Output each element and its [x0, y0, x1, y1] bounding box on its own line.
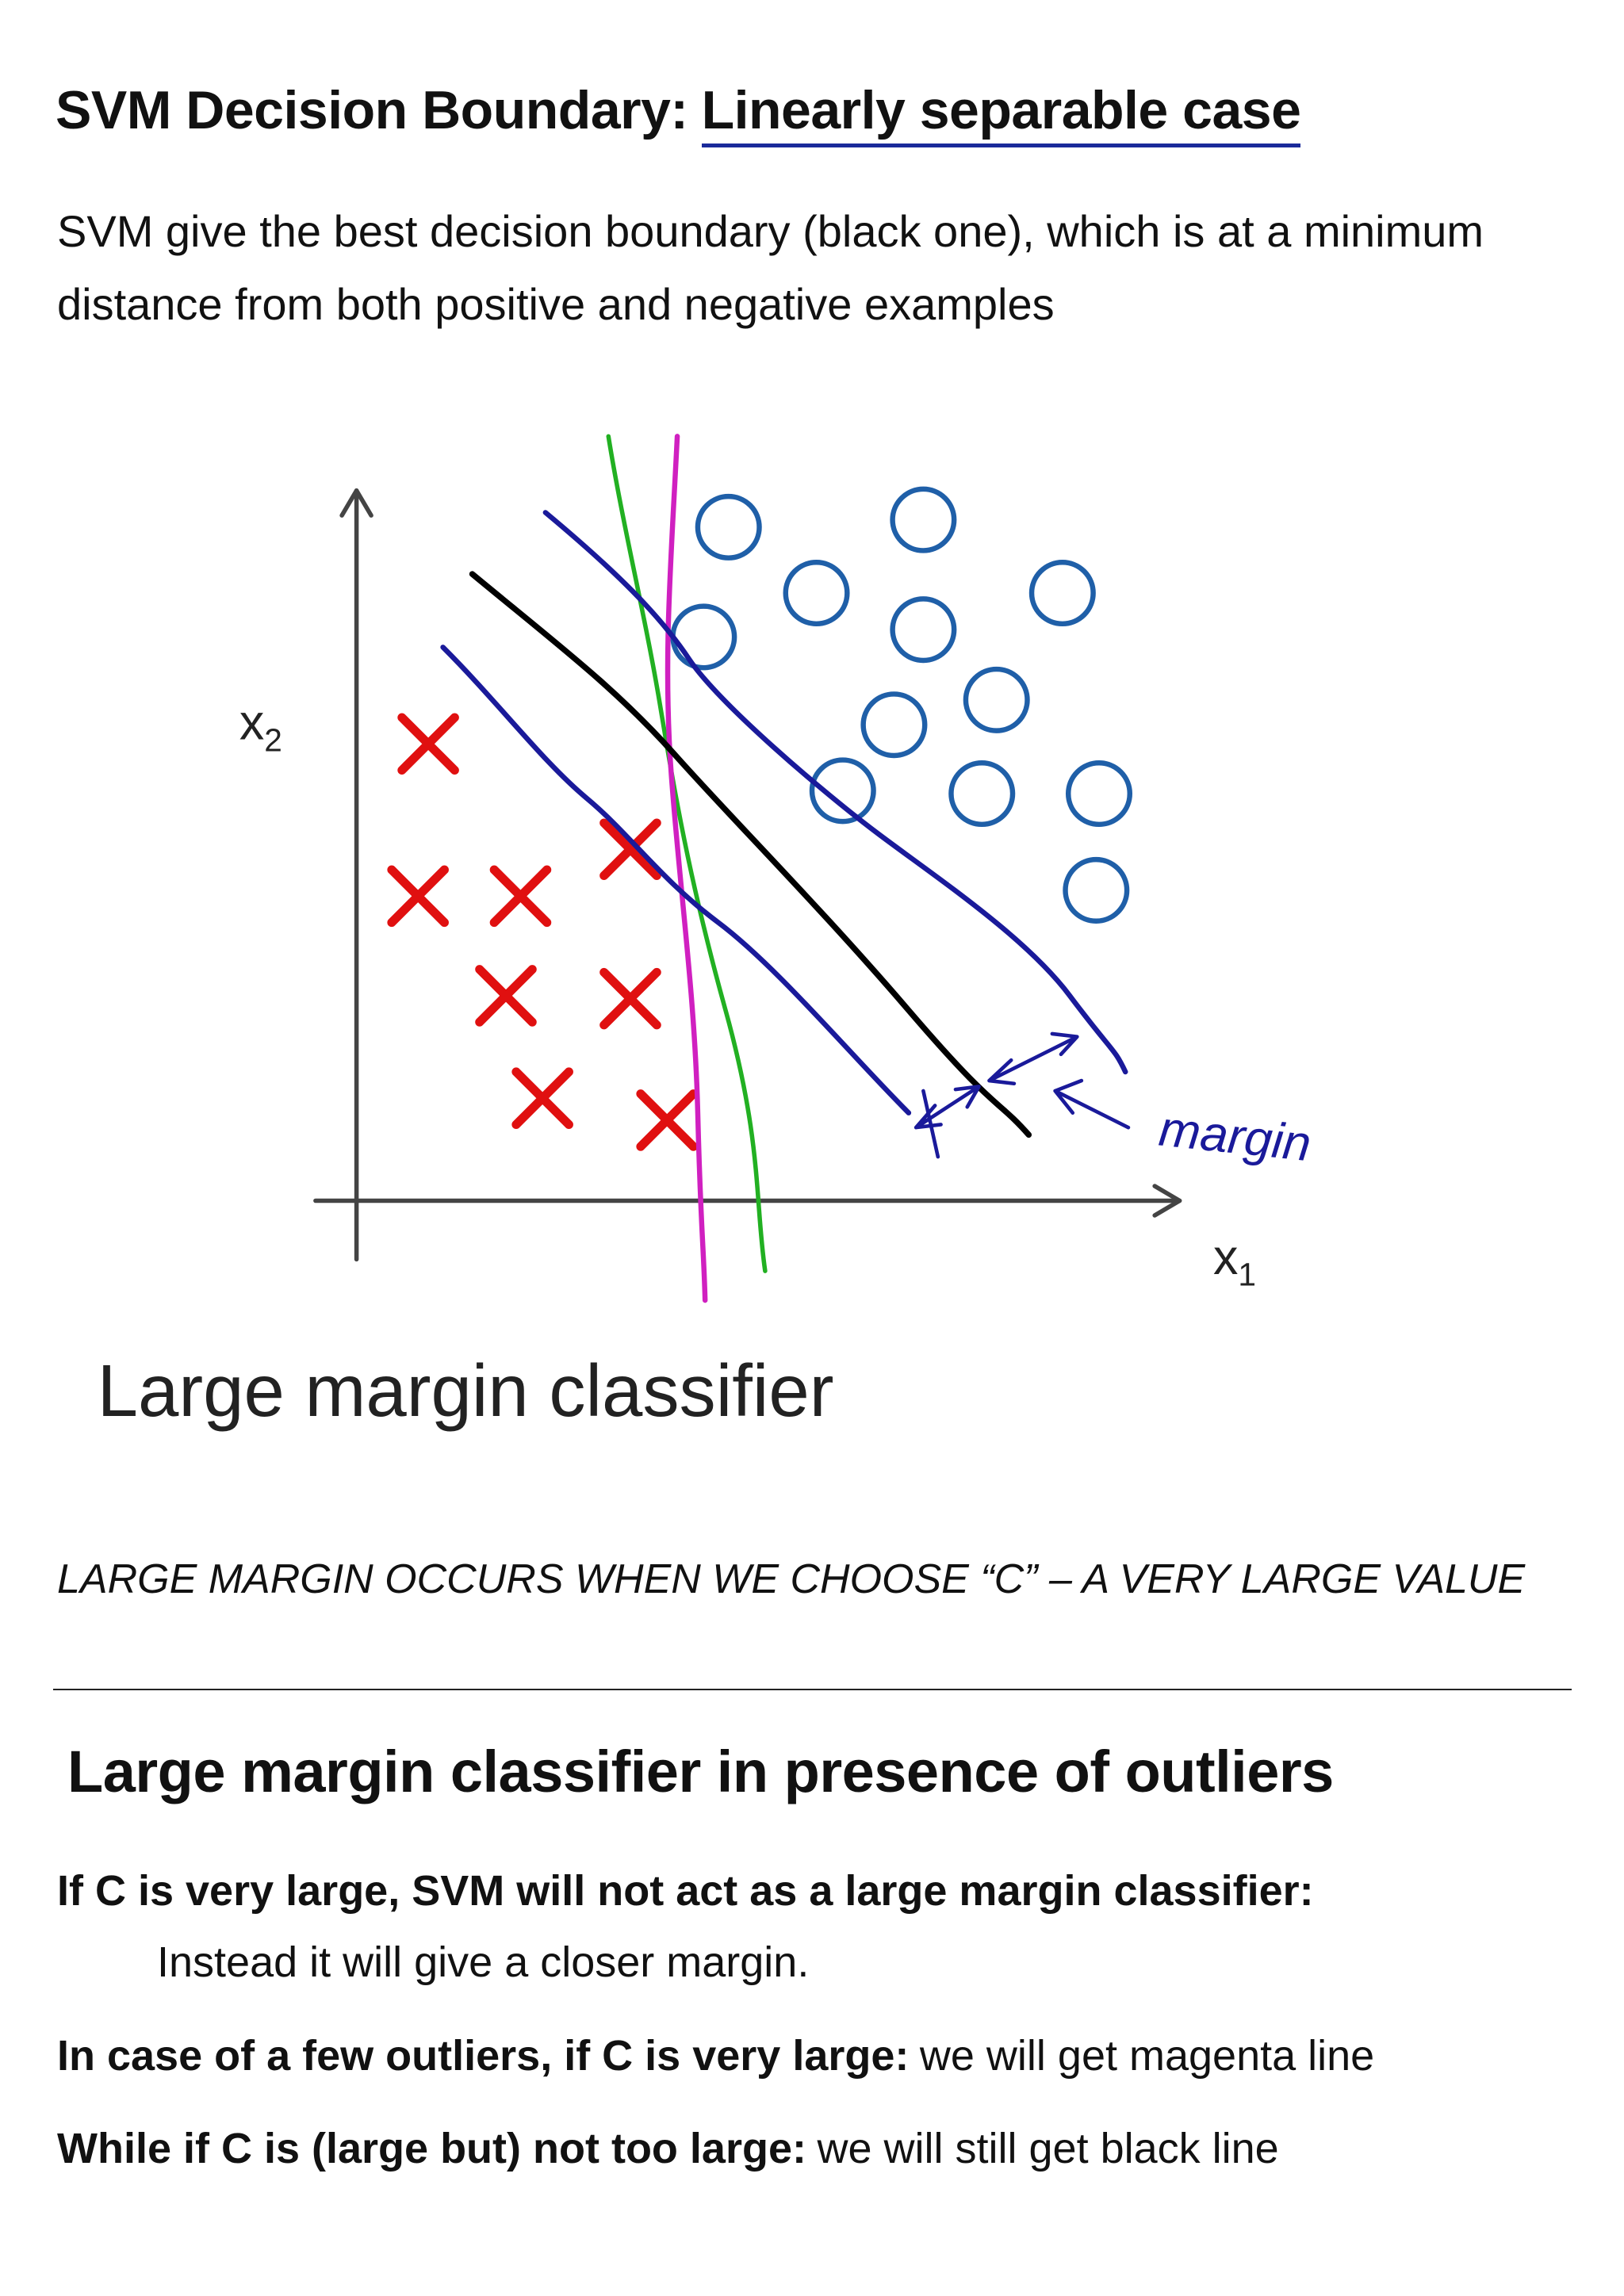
- label-sub: 2: [264, 721, 282, 758]
- circle: [890, 486, 957, 553]
- circle: [860, 691, 928, 759]
- label-base: x: [1213, 1230, 1238, 1285]
- label-base: x: [239, 695, 264, 751]
- margin-arrows: [914, 1031, 1131, 1159]
- title: SVM Decision Boundary: Linearly separable…: [56, 79, 1301, 147]
- margin-annotation: margin: [1156, 1101, 1313, 1173]
- item-bold: If C is very large, SVM will not act as …: [57, 1867, 1314, 1915]
- item-text: we will get magenta line: [919, 2032, 1375, 2080]
- label-sub: 1: [1238, 1257, 1256, 1293]
- y-axis-label: x2: [239, 695, 282, 759]
- circle: [695, 493, 762, 561]
- circle: [963, 666, 1030, 733]
- note: LARGE MARGIN OCCURS WHEN WE CHOOSE “C” –…: [57, 1556, 1526, 1602]
- circle: [1028, 559, 1096, 627]
- arrow: [987, 1031, 1079, 1086]
- lower-margin: [440, 645, 912, 1115]
- arrow: [914, 1085, 981, 1130]
- x-axis-arrow: [1152, 1184, 1182, 1218]
- decision-boundary: [469, 571, 1032, 1138]
- circle: [1063, 856, 1130, 924]
- circle: [670, 603, 737, 671]
- item-bold: While if C is (large but) not too large:: [57, 2125, 806, 2172]
- circle: [809, 757, 876, 825]
- circle: [783, 559, 850, 627]
- tick: [921, 1089, 940, 1159]
- item-text: we will still get black line: [817, 2125, 1279, 2172]
- y-axis-arrow: [339, 488, 373, 518]
- negative-examples: [387, 713, 698, 1151]
- cross: [475, 965, 537, 1027]
- diagram: [313, 434, 1182, 1303]
- item: While if C is (large but) not too large:…: [57, 2124, 1279, 2173]
- separator: [53, 1689, 1572, 1690]
- arrow: [1053, 1078, 1131, 1130]
- cross: [599, 818, 661, 881]
- intro-text: SVM give the best decision boundary (bla…: [57, 206, 1484, 329]
- cross: [397, 713, 459, 775]
- circle: [948, 760, 1016, 828]
- item-indent: Instead it will give a closer margin.: [157, 1938, 810, 1986]
- title-underlined: Linearly separable case: [701, 80, 1301, 147]
- item: If C is very large, SVM will not act as …: [57, 1866, 1314, 1915]
- cross: [636, 1089, 698, 1151]
- cross: [511, 1067, 573, 1129]
- item-bold: In case of a few outliers, if C is very …: [57, 2032, 910, 2080]
- title-text: SVM Decision Boundary:: [56, 80, 688, 140]
- circle: [890, 596, 957, 664]
- magenta-boundary: [665, 434, 708, 1303]
- x-axis-label: x1: [1213, 1230, 1256, 1293]
- green-boundary: [606, 434, 768, 1273]
- positive-examples: [670, 486, 1133, 924]
- cross: [489, 865, 552, 928]
- cross: [599, 967, 661, 1030]
- circle: [1065, 760, 1133, 828]
- figure-caption: Large margin classifier: [98, 1349, 834, 1432]
- cross: [387, 865, 449, 928]
- section-title: Large margin classifier in presence of o…: [67, 1739, 1334, 1804]
- item: In case of a few outliers, if C is very …: [57, 2031, 1374, 2080]
- upper-margin: [542, 510, 1128, 1075]
